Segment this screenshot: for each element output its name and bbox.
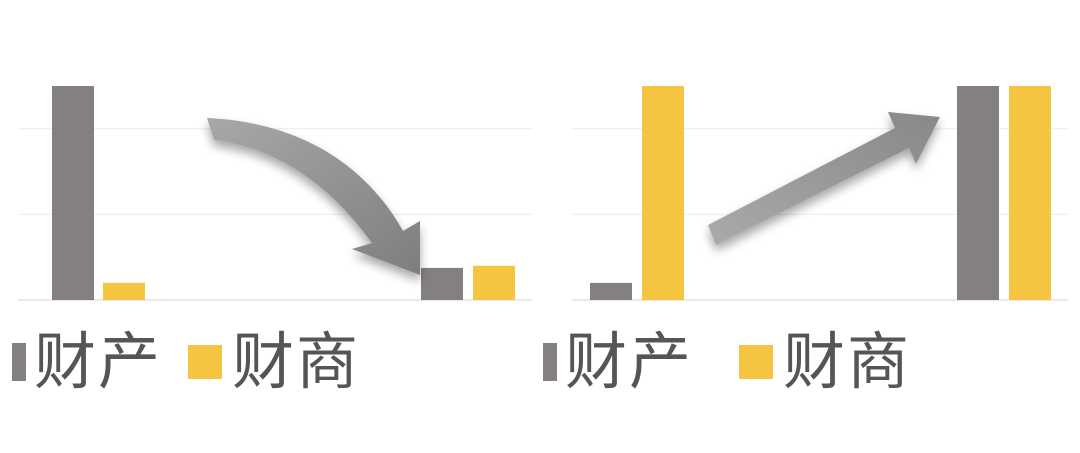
legend-left: 财产 财商 (12, 322, 360, 402)
gray-square-icon (543, 343, 557, 381)
bar-series-2 (1009, 86, 1051, 300)
legend-label: 财商 (232, 325, 361, 398)
legend-label: 财产 (34, 325, 163, 398)
bar-series-1 (590, 282, 632, 300)
bar-series-2 (642, 86, 684, 300)
bar-series-1 (421, 267, 463, 300)
bar-series-1 (52, 86, 94, 300)
up-straight-arrow-icon (708, 112, 940, 245)
gray-square-icon (12, 343, 26, 381)
yellow-square-icon (739, 345, 774, 379)
chart-left (18, 86, 532, 301)
legend-label: 财商 (783, 325, 912, 398)
legend-right: 财产 财商 (543, 322, 911, 402)
legend-item-series-2: 财商 (188, 322, 360, 402)
down-curved-arrow-icon (207, 118, 420, 275)
bar-series-1 (957, 86, 999, 300)
bar-series-2 (103, 282, 145, 300)
legend-label: 财产 (565, 325, 694, 398)
chart-right (572, 86, 1068, 301)
legend-item-series-1: 财产 (543, 322, 693, 402)
legend-item-series-2: 财商 (739, 322, 911, 402)
bar-series-2 (473, 265, 515, 300)
yellow-square-icon (188, 345, 223, 379)
legend-item-series-1: 财产 (12, 322, 162, 402)
